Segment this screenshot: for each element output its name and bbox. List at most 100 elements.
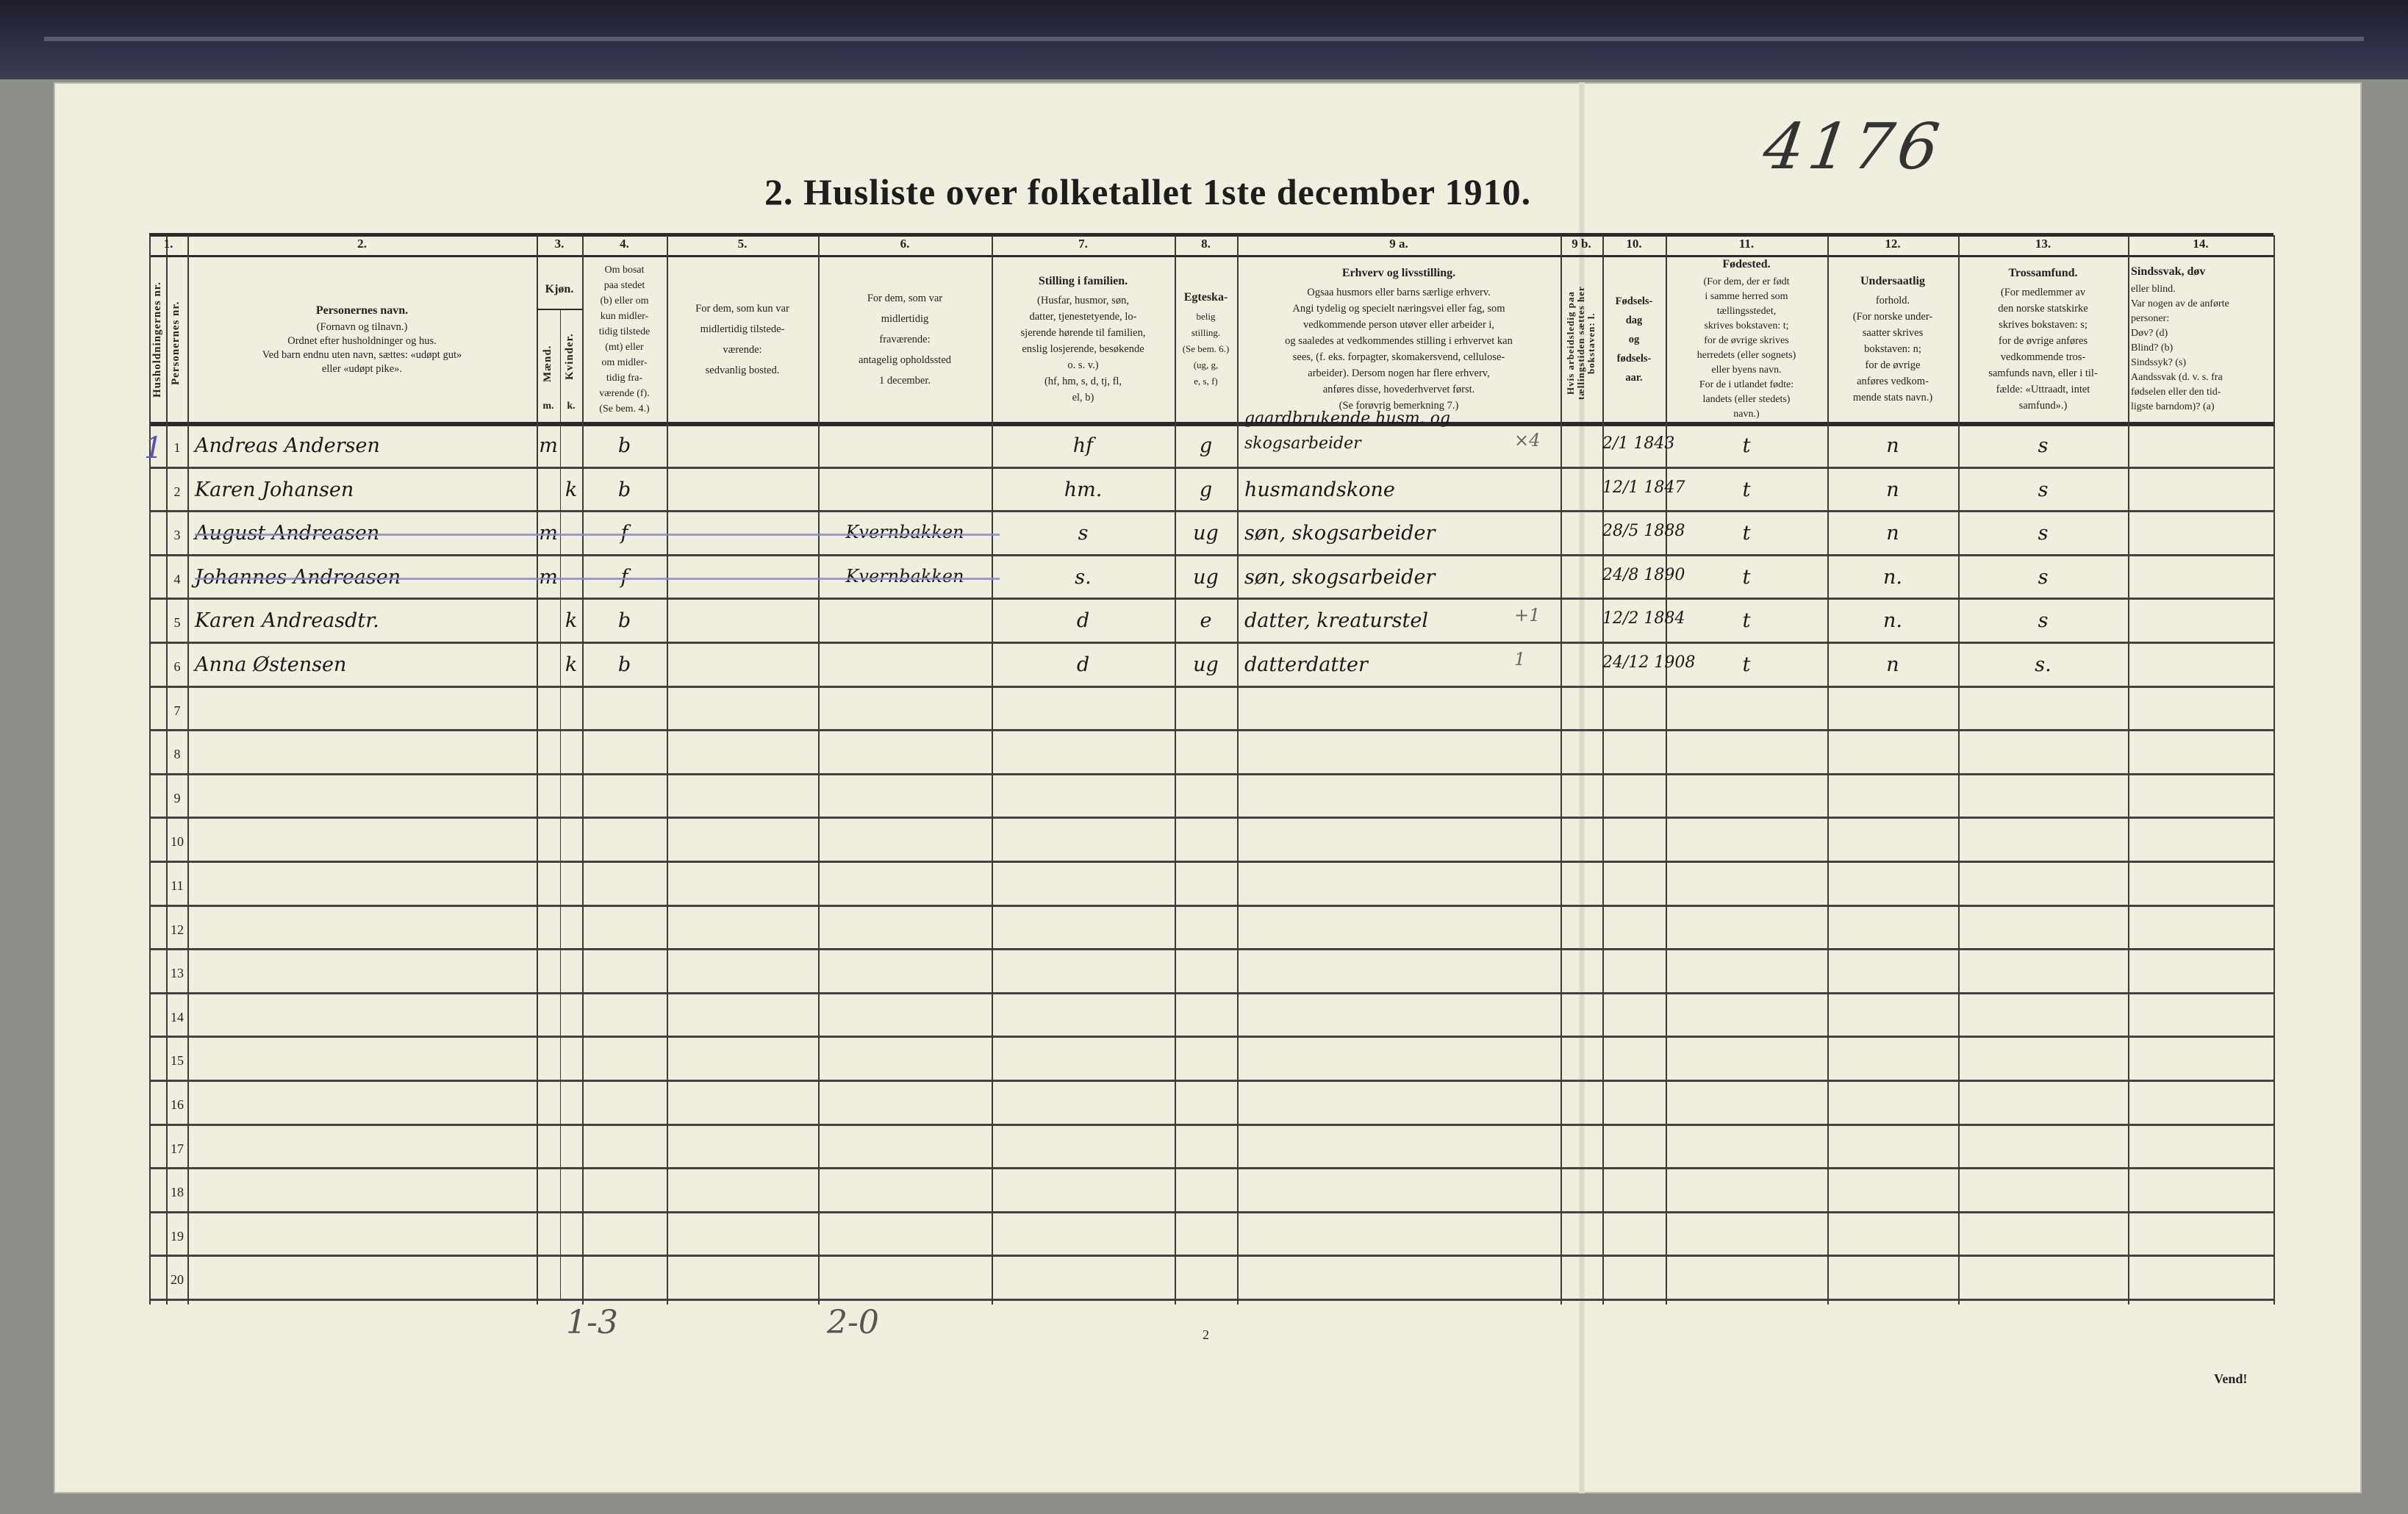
row-number: 3: [173, 528, 181, 543]
row-rule: [149, 642, 2273, 644]
row-rule: [149, 685, 2273, 688]
header-line: Blind? (b): [2131, 342, 2174, 354]
cell-birthplace: t: [1742, 565, 1751, 589]
header-title: Egteska-: [1183, 291, 1228, 304]
header-line: sedvanlig bosted.: [705, 365, 780, 376]
row-rule: [149, 904, 2273, 907]
column-rule: [582, 235, 584, 1305]
row-rule: [149, 598, 2273, 600]
column-rule: [1666, 235, 1667, 1305]
header-line: og: [1628, 334, 1640, 345]
cell-name: Karen Johansen: [195, 478, 354, 501]
header-line: eller byens navn.: [1711, 365, 1782, 376]
row-number: 8: [173, 747, 181, 762]
header-household-nr: Husholdningernes nr.: [151, 281, 163, 398]
column-number-3: 3.: [554, 237, 565, 251]
row-number: 1: [173, 440, 181, 455]
cell-marital: ug: [1193, 522, 1219, 545]
column-number-9: 9 a.: [1389, 237, 1408, 251]
cell-citizenship: n.: [1883, 609, 1902, 633]
header-m: m.: [542, 401, 554, 412]
header-marital: Egteska-belig stilling. (Se bem. 6.) (ug, g…: [1178, 259, 1234, 420]
header-line: anføres disse, hovederhvervet først.: [1322, 384, 1475, 395]
row-rule: [149, 1036, 2273, 1038]
cell-family: hm.: [1064, 478, 1103, 501]
cell-birthplace: t: [1742, 434, 1751, 457]
cell-name: August Andreasen: [195, 522, 380, 545]
cell-residence: f: [582, 522, 667, 545]
header-line: den norske statskirke: [1998, 303, 2088, 315]
column-rule: [1237, 235, 1239, 1305]
header-line: vedkommende tros-: [2000, 351, 2086, 363]
header-line: (Se forøvrig bemerkning 7.): [1339, 400, 1459, 412]
cell-citizenship: n: [1886, 434, 1899, 457]
cell-name: Johannes Andreasen: [195, 565, 401, 589]
cell-citizenship: n: [1886, 478, 1899, 501]
header-line: fødsels-: [1616, 353, 1652, 365]
occupation-pencil-mark: +1: [1514, 605, 1541, 626]
row-number: 13: [171, 966, 184, 981]
header-line: vedkommende person utøver eller arbeider…: [1302, 319, 1495, 331]
cell-name: Karen Andreasdtr.: [195, 609, 379, 633]
header-female: Kvinder.: [564, 333, 576, 380]
header-line: (Se bem. 4.): [599, 403, 650, 415]
cell-birthplace: t: [1742, 609, 1751, 633]
header-line: (For norske under-: [1852, 311, 1933, 323]
header-religion: Trossamfund. (For medlemmer av den norske …: [1961, 259, 2125, 420]
household-number-mark: 1: [144, 431, 163, 465]
header-line: (For medlemmer av: [2000, 287, 2086, 298]
cell-sex-m: m: [537, 566, 560, 589]
turn-page-note: Vend!: [2214, 1371, 2248, 1386]
cell-birthplace: t: [1742, 478, 1751, 501]
cell-marital: e: [1200, 609, 1212, 633]
header-line: Ordnet efter husholdninger og hus.: [287, 334, 437, 347]
row-number: 12: [171, 922, 184, 937]
cell-sex-k: k: [565, 609, 578, 633]
cell-residence: b: [617, 434, 631, 457]
cell-sex-k: k: [565, 653, 578, 676]
row-rule: [149, 1255, 2273, 1258]
row-number: 10: [171, 834, 184, 850]
header-k: k.: [567, 401, 576, 412]
cell-occupation: gaardbrukende husm. og skogsarbeider: [1244, 409, 1451, 453]
row-number: 4: [173, 571, 181, 586]
header-line: kun midler-: [600, 311, 649, 322]
header-line: For de i utlandet fødte:: [1699, 379, 1794, 390]
row-rule: [149, 466, 2273, 469]
cell-birth: 12/2 1884: [1602, 609, 1685, 628]
cell-citizenship: n: [1886, 522, 1899, 545]
strike-through-line: [195, 534, 1000, 537]
header-line: saatter skrives: [1862, 327, 1924, 339]
header-line: stilling.: [1191, 327, 1221, 338]
row-rule: [149, 817, 2273, 819]
header-name: Personernes navn. (Fornavn og tilnavn.) Or…: [190, 259, 534, 420]
column-number-15: 14.: [2193, 237, 2209, 251]
header-temp-present: For dem, som kun var midlertidig tilstede…: [670, 259, 815, 420]
header-line: tidig tilstede: [598, 326, 651, 337]
row-number: 5: [173, 615, 181, 631]
header-residence: Om bosat paa stedet (b) eller om kun midler…: [585, 259, 664, 420]
row-number: 6: [173, 659, 181, 674]
header-line: samfund».): [2018, 400, 2068, 412]
row-rule: [149, 1167, 2273, 1170]
column-rule: [1958, 235, 1960, 1305]
column-number-2: 2.: [357, 237, 367, 251]
cell-sex-m: m: [537, 522, 560, 545]
column-rule: [1560, 235, 1562, 1305]
header-line: paa stedet: [603, 280, 645, 291]
kjonn-rule: [537, 309, 582, 310]
cell-name: Anna Østensen: [195, 653, 347, 676]
column-number-4: 4.: [620, 237, 629, 251]
header-line: tællingsstedet,: [1716, 306, 1777, 317]
header-line: el, b): [1072, 392, 1094, 403]
row-rule: [149, 553, 2273, 556]
header-male: Mænd.: [542, 345, 553, 383]
header-line: (For dem, der er født: [1703, 276, 1790, 287]
header-line: for de øvrige anføres: [1998, 335, 2088, 347]
column-rule: [166, 235, 168, 1305]
column-rule: [1827, 235, 1829, 1305]
page-number: 2: [1203, 1327, 1209, 1342]
header-line: Aandssvak (d. v. s. fra: [2131, 372, 2223, 383]
header-line: ligste barndom)? (a): [2131, 401, 2215, 412]
column-rule: [1602, 235, 1604, 1305]
